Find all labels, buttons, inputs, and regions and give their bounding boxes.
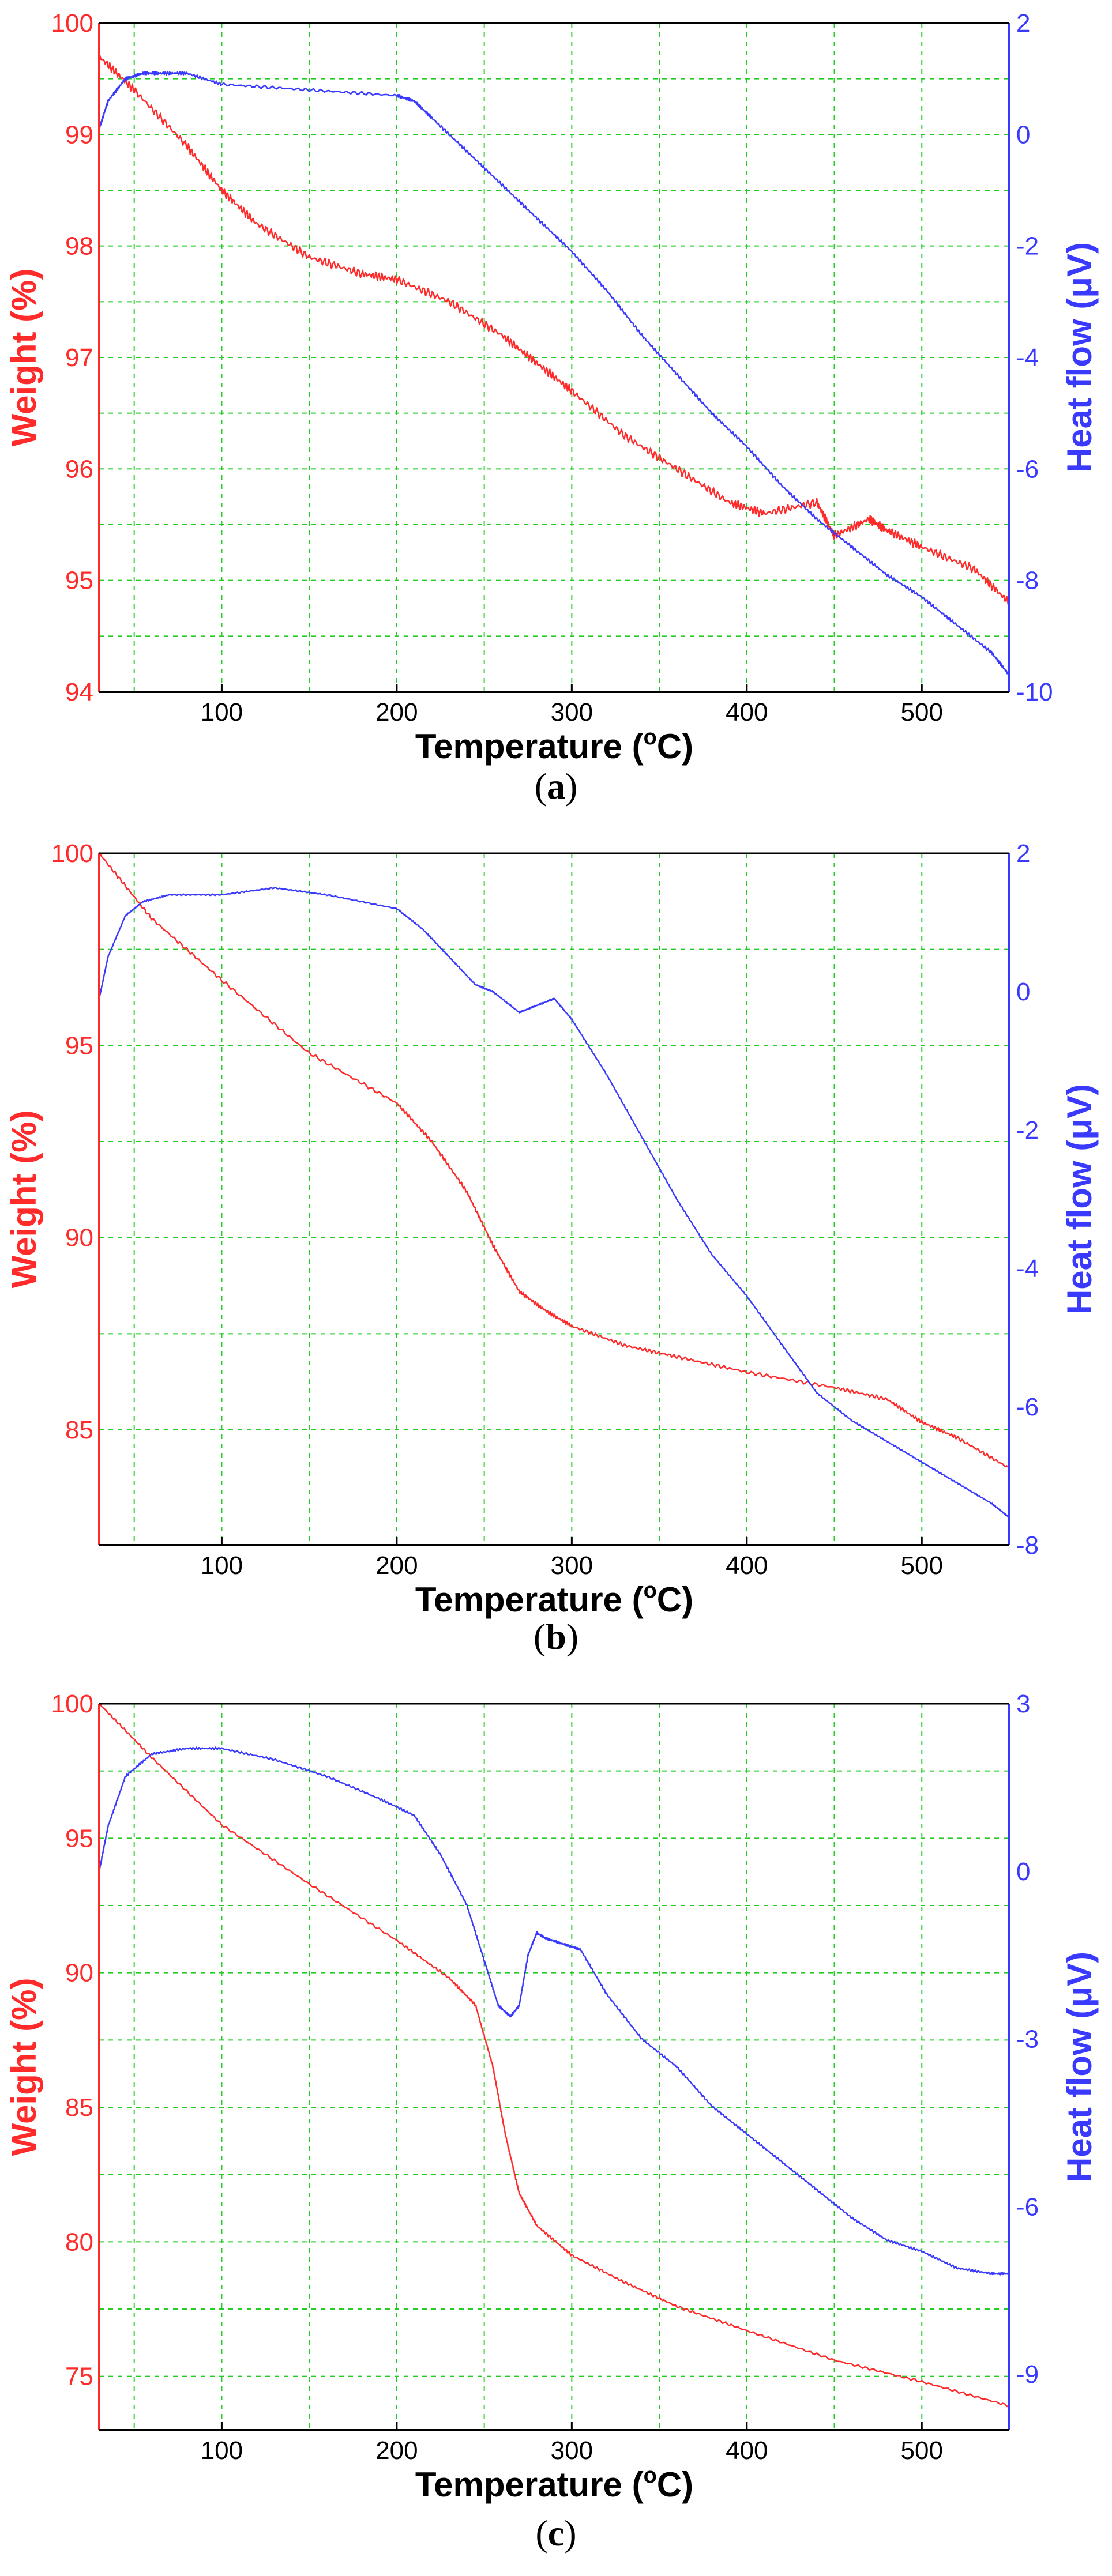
x-tick-label: 100 — [201, 2436, 243, 2465]
tga-panel-b: 100 200 300 400 500 85 90 95 100 2 0 -2 -4 -6 -8 Temper… — [5, 839, 1099, 1657]
right-tick-label: -6 — [1016, 2193, 1039, 2221]
x-tick-label: 400 — [726, 698, 768, 726]
right-axis-title: Heat flow (μV) — [1060, 242, 1099, 473]
right-tick-label: 2 — [1016, 9, 1030, 37]
left-tick-label: 99 — [65, 120, 93, 149]
caption-open-paren: ( — [535, 2513, 547, 2554]
tga-panel-c: 100 200 300 400 500 75 80 85 90 95 100 3 0 -3 -6 -9 Temp… — [5, 1690, 1099, 2554]
x-tick-label: 200 — [375, 1551, 418, 1580]
x-tick-label: 200 — [375, 698, 418, 726]
right-tick-label: 0 — [1016, 1858, 1030, 1886]
left-tick-label: 100 — [51, 1690, 93, 1718]
x-tick-label: 500 — [901, 2436, 943, 2465]
left-tick-label: 100 — [51, 9, 93, 37]
left-tick-label: 90 — [65, 1224, 93, 1252]
x-axis-title-main: Temperature ( — [415, 727, 644, 766]
left-tick-label: 97 — [65, 344, 93, 372]
right-tick-label: -2 — [1016, 232, 1039, 261]
caption-close-paren: ) — [565, 766, 577, 807]
x-axis-title-unit: C) — [657, 2465, 693, 2504]
left-tick-label: 85 — [65, 1416, 93, 1444]
right-tick-label: -10 — [1016, 678, 1053, 706]
panel-caption: (b) — [534, 1616, 578, 1657]
x-tick-label: 500 — [901, 698, 943, 726]
x-axis-title-degree: o — [644, 1579, 657, 1603]
caption-letter: c — [548, 2513, 564, 2554]
right-tick-label: -8 — [1016, 567, 1039, 595]
caption-letter: a — [547, 766, 565, 807]
x-axis-title-degree: o — [644, 725, 657, 750]
right-tick-label: 2 — [1016, 839, 1030, 868]
x-tick-label: 400 — [726, 1551, 768, 1580]
panel-caption: (c) — [535, 2513, 576, 2554]
right-tick-label: -4 — [1016, 1255, 1039, 1283]
weight-series-line — [99, 1703, 1010, 2408]
left-tick-label: 80 — [65, 2228, 93, 2256]
x-axis-title-main: Temperature ( — [415, 2465, 644, 2504]
weight-series-line — [99, 54, 1010, 607]
x-axis-title-degree: o — [644, 2464, 657, 2488]
left-axis-title: Weight (%) — [5, 1110, 43, 1289]
x-tick-label: 100 — [201, 1551, 243, 1580]
heat-flow-series-line — [98, 70, 1010, 676]
left-tick-label: 96 — [65, 455, 93, 483]
left-tick-label: 95 — [65, 567, 93, 595]
left-tick-label: 90 — [65, 1959, 93, 1987]
x-tick-label: 300 — [551, 698, 593, 726]
caption-open-paren: ( — [535, 766, 547, 807]
left-tick-label: 94 — [65, 678, 93, 706]
heat-flow-series-line — [98, 1746, 1010, 2276]
x-axis-title: Temperature (oC) — [415, 1579, 693, 1619]
right-tick-label: -2 — [1016, 1116, 1039, 1144]
right-tick-label: -6 — [1016, 1393, 1039, 1421]
left-axis-title: Weight (%) — [5, 1978, 43, 2156]
left-tick-label: 95 — [65, 1824, 93, 1852]
right-tick-label: -8 — [1016, 1531, 1039, 1560]
caption-open-paren: ( — [534, 1616, 546, 1657]
right-tick-label: 3 — [1016, 1690, 1030, 1718]
left-tick-label: 75 — [65, 2363, 93, 2391]
left-tick-label: 95 — [65, 1031, 93, 1060]
x-axis-title-unit: C) — [657, 727, 693, 766]
grid — [99, 1704, 1010, 2430]
caption-close-paren: ) — [564, 2513, 576, 2554]
right-tick-label: -9 — [1016, 2360, 1039, 2389]
x-tick-label: 300 — [551, 2436, 593, 2465]
left-tick-label: 100 — [51, 839, 93, 868]
x-tick-label: 300 — [551, 1551, 593, 1580]
right-tick-label: -6 — [1016, 455, 1039, 483]
x-tick-label: 200 — [375, 2436, 418, 2465]
x-tick-label: 100 — [201, 698, 243, 726]
x-tick-label: 400 — [726, 2436, 768, 2465]
grid — [99, 853, 1010, 1545]
left-axis-title: Weight (%) — [5, 269, 43, 447]
x-axis-title: Temperature (oC) — [415, 725, 693, 766]
weight-series-line — [98, 852, 1010, 1469]
right-axis-title: Heat flow (μV) — [1060, 1952, 1099, 2182]
right-tick-label: 0 — [1016, 978, 1030, 1006]
x-axis-title-unit: C) — [657, 1580, 693, 1619]
left-tick-label: 85 — [65, 2093, 93, 2122]
caption-close-paren: ) — [566, 1616, 578, 1657]
x-axis-title-main: Temperature ( — [415, 1580, 644, 1619]
heat-flow-series-line — [98, 887, 1010, 1519]
x-axis-title: Temperature (oC) — [415, 2464, 693, 2504]
tga-panel-a: 100 200 300 400 500 94 95 96 97 98 99 100 2 0 -2 -4 -6 -8… — [5, 9, 1099, 807]
panel-caption: (a) — [535, 766, 578, 807]
caption-letter: b — [546, 1616, 566, 1657]
x-tick-label: 500 — [901, 1551, 943, 1580]
right-tick-label: -3 — [1016, 2025, 1039, 2054]
right-tick-label: -4 — [1016, 344, 1039, 372]
left-tick-label: 98 — [65, 232, 93, 261]
right-axis-title: Heat flow (μV) — [1060, 1084, 1099, 1315]
grid — [99, 23, 1010, 692]
right-tick-label: 0 — [1016, 120, 1030, 149]
